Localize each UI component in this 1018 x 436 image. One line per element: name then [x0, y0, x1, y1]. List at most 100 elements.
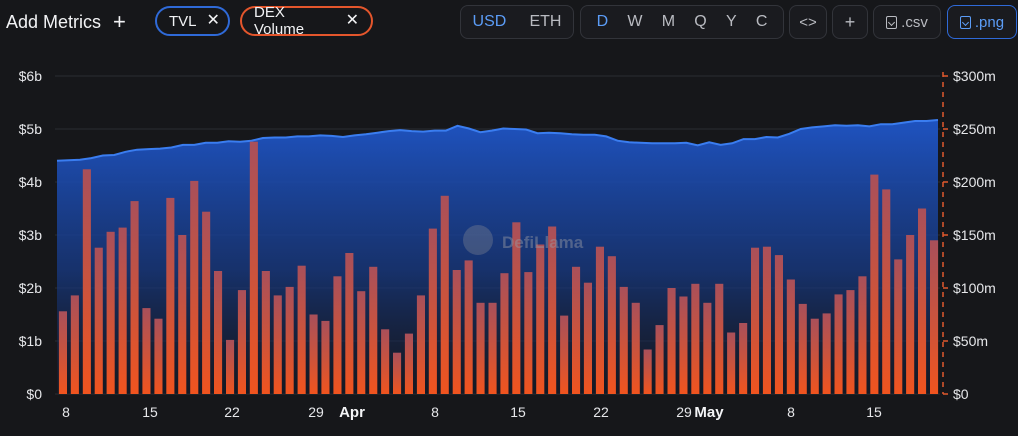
granularity-option-q[interactable]: Q: [694, 13, 707, 30]
download-icon: [886, 15, 898, 29]
granularity-option-w[interactable]: W: [627, 13, 643, 30]
dex-volume-bar: [237, 290, 246, 394]
right-axis-tick-label: $150m: [953, 227, 996, 243]
granularity-option-c[interactable]: C: [755, 13, 768, 30]
dex-volume-bar: [786, 279, 795, 394]
watermark: DefiLlama: [463, 225, 584, 255]
dex-volume-bar: [691, 283, 700, 394]
x-axis-tick-label: 8: [62, 404, 70, 420]
dex-volume-bar: [715, 283, 724, 394]
dex-volume-bar: [428, 228, 437, 394]
dex-volume-bar: [404, 333, 413, 394]
dex-volume-bar: [512, 222, 521, 394]
dex-volume-bar: [762, 246, 771, 394]
left-axis-tick-label: $3b: [19, 227, 43, 243]
right-axis-tick-label: $50m: [953, 333, 988, 349]
dex-volume-bar: [464, 260, 473, 394]
left-axis-tick-label: $6b: [19, 68, 43, 84]
add-chart-button[interactable]: +: [832, 5, 868, 39]
x-axis-tick-label: 15: [510, 404, 526, 420]
right-axis-tick-label: $300m: [953, 68, 996, 84]
add-metrics-button[interactable]: Add Metrics +: [6, 8, 126, 36]
dex-volume-bar: [154, 318, 163, 394]
dex-volume-bar: [930, 240, 939, 394]
dex-volume-bar: [751, 247, 760, 394]
dex-volume-bar: [393, 352, 402, 394]
dex-volume-bar: [261, 271, 270, 394]
x-axis-tick-label: 15: [866, 404, 882, 420]
dex-volume-bar: [918, 208, 927, 394]
dex-volume-bar: [822, 313, 831, 394]
tvl-dex-volume-chart: DefiLlama $0 $1b $2b $3b $4b $5b $6b $0 $50m $100…: [19, 68, 996, 421]
x-axis-tick-label: 22: [593, 404, 609, 420]
dex-volume-bar: [94, 247, 103, 394]
dex-volume-bar: [655, 325, 664, 394]
dex-volume-bar: [894, 259, 903, 394]
dex-volume-bar: [834, 294, 843, 394]
dex-volume-bar: [249, 141, 258, 394]
dex-volume-bar: [607, 256, 616, 394]
metric-pill-dex-volume[interactable]: DEX Volume ✕: [240, 4, 373, 38]
dex-volume-bar: [583, 282, 592, 394]
dex-volume-bar: [70, 295, 79, 394]
embed-button[interactable]: <>: [789, 5, 827, 39]
dex-volume-bar: [870, 174, 879, 394]
dex-volume-bar: [572, 266, 581, 394]
dex-volume-bar: [739, 323, 748, 394]
dex-volume-bar: [452, 270, 461, 394]
close-icon[interactable]: ✕: [206, 12, 220, 29]
dex-volume-bar: [142, 308, 151, 394]
dex-volume-bar: [536, 244, 545, 394]
download-png-button[interactable]: .png: [947, 5, 1017, 39]
metric-pill-tvl[interactable]: TVL ✕: [155, 6, 230, 36]
dex-volume-bar: [416, 295, 425, 394]
dex-volume-bar: [548, 226, 557, 394]
embed-icon: <>: [799, 13, 817, 31]
dex-volume-bar: [309, 314, 318, 394]
granularity-option-y[interactable]: Y: [725, 13, 737, 30]
x-axis-tick-label: Apr: [339, 404, 365, 421]
right-axis-tick-label: $100m: [953, 280, 996, 296]
chart-toolbar: Add Metrics + TVL ✕ DEX Volume ✕ USD ETH…: [0, 0, 1018, 46]
dex-volume-series: [58, 141, 939, 394]
dex-volume-bar: [381, 329, 390, 394]
dex-volume-bar: [321, 320, 330, 394]
dex-volume-bar: [285, 286, 294, 394]
dex-volume-bar: [488, 302, 497, 394]
dex-volume-bar: [882, 189, 891, 394]
download-icon: [959, 15, 971, 29]
dex-volume-bar: [643, 349, 652, 394]
granularity-option-m[interactable]: M: [661, 13, 676, 30]
dex-volume-bar: [476, 302, 485, 394]
dex-volume-bar: [524, 272, 533, 394]
dex-volume-bar: [369, 266, 378, 394]
x-axis-tick-label: 15: [142, 404, 158, 420]
dex-volume-bar: [440, 195, 449, 394]
dex-volume-bar: [273, 295, 282, 394]
dex-volume-bar: [667, 288, 676, 394]
dex-volume-bar: [357, 291, 366, 394]
dex-volume-bar: [345, 253, 354, 394]
plus-icon: +: [113, 9, 126, 34]
currency-option-usd[interactable]: USD: [472, 13, 507, 30]
download-csv-button[interactable]: .csv: [873, 5, 941, 39]
llama-logo-icon: [463, 225, 493, 255]
currency-option-eth[interactable]: ETH: [529, 13, 562, 30]
dex-volume-bar: [500, 273, 509, 394]
dex-volume-bar: [774, 255, 783, 394]
left-axis-tick-label: $2b: [19, 280, 43, 296]
left-axis-tick-label: $5b: [19, 121, 43, 137]
dex-volume-bar: [202, 211, 211, 394]
left-axis-tick-label: $0: [26, 386, 42, 402]
png-label: .png: [974, 13, 1005, 31]
close-icon[interactable]: ✕: [345, 12, 359, 29]
dex-volume-bar: [631, 302, 640, 394]
dex-volume-bar: [906, 235, 915, 394]
dex-volume-bar: [858, 276, 867, 394]
dex-volume-bar: [106, 231, 115, 394]
dex-volume-bar: [58, 311, 67, 394]
dex-volume-bar: [619, 286, 628, 394]
csv-label: .csv: [901, 13, 928, 31]
granularity-option-d[interactable]: D: [596, 13, 609, 30]
right-axis-tick-label: $0: [953, 386, 969, 402]
